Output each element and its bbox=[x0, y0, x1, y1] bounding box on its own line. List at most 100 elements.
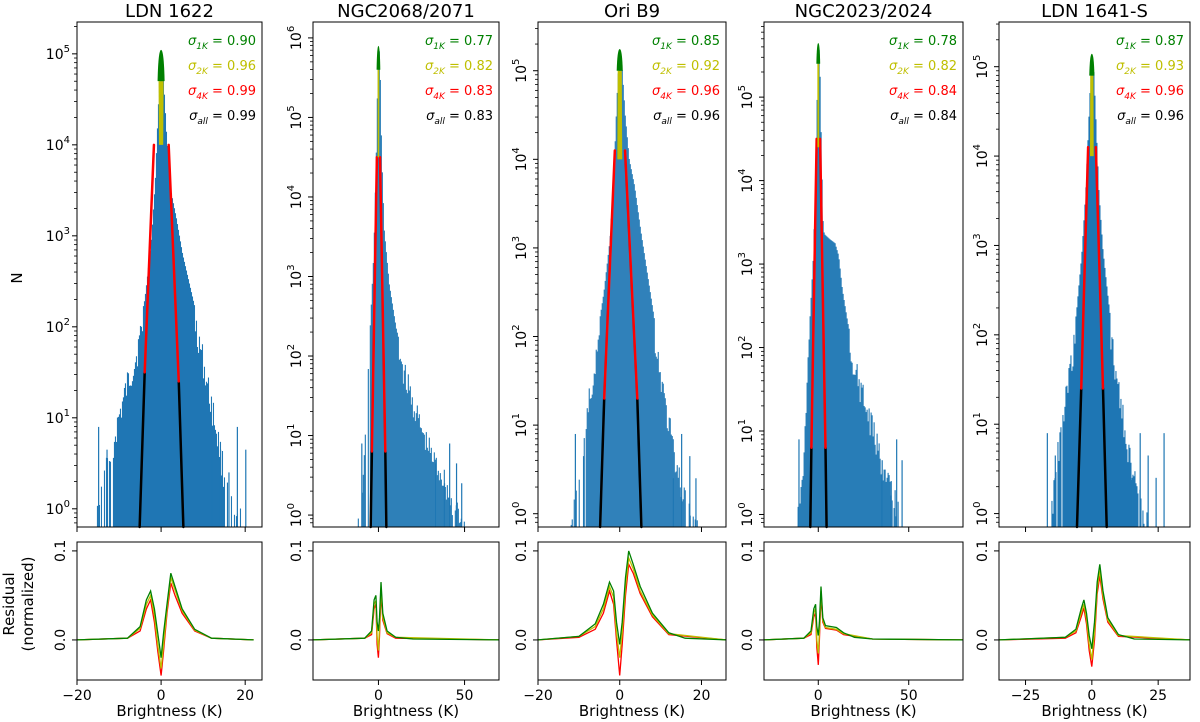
fit-sigma-4k bbox=[143, 143, 156, 374]
hist-spike bbox=[435, 463, 437, 527]
sigma-symbol: σ bbox=[425, 34, 434, 49]
hist-bar bbox=[439, 473, 441, 527]
hist-bar bbox=[1125, 443, 1127, 527]
hist-bar bbox=[849, 352, 851, 527]
hist-bar bbox=[829, 239, 831, 527]
hist-bar bbox=[202, 378, 205, 527]
y-tick-base: 10 bbox=[740, 342, 756, 360]
panel-title: Ori B9 bbox=[604, 1, 660, 22]
x-axis-label: Brightness (K) bbox=[810, 702, 916, 720]
sigma-value: = 0.77 bbox=[445, 34, 493, 49]
x-tick-label: −25 bbox=[1011, 688, 1041, 704]
sigma-value: = 0.90 bbox=[208, 34, 256, 49]
hist-bar bbox=[113, 441, 116, 527]
hist-bar bbox=[423, 434, 425, 527]
hist-bar bbox=[411, 397, 413, 527]
res-y-tick-label: 0.1 bbox=[53, 540, 69, 562]
hist-bar bbox=[684, 490, 686, 527]
fit-sigma-4k bbox=[818, 137, 827, 449]
hist-bar bbox=[575, 490, 577, 527]
hist-bar bbox=[1053, 480, 1055, 527]
fit-sigma-all bbox=[824, 446, 828, 529]
hist-bar bbox=[839, 268, 841, 527]
hist-bar bbox=[204, 385, 207, 527]
hist-spike bbox=[574, 433, 576, 527]
hist-bar bbox=[414, 421, 416, 527]
x-tick-label: 0 bbox=[1087, 688, 1096, 704]
hist-bar bbox=[578, 479, 580, 527]
hist-bar bbox=[804, 426, 806, 527]
hist-bar bbox=[809, 316, 811, 527]
hist-spike bbox=[1163, 433, 1165, 527]
hist-bar bbox=[190, 292, 193, 527]
hist-bar bbox=[617, 73, 619, 528]
hist-bar bbox=[631, 174, 633, 527]
histogram bbox=[1046, 60, 1165, 528]
hist-bar bbox=[1068, 368, 1070, 527]
hist-bar bbox=[797, 506, 799, 527]
hist-bar bbox=[658, 372, 660, 527]
y-tick-exp: 2 bbox=[511, 324, 522, 330]
x-tick-label: 0 bbox=[374, 688, 383, 704]
hist-bar bbox=[1094, 95, 1096, 527]
hist-bar bbox=[441, 485, 443, 527]
x-tick-label: −20 bbox=[62, 688, 92, 704]
fit-sigma-4k bbox=[1079, 145, 1090, 390]
sigma-subscript: 4K bbox=[433, 92, 446, 102]
residual-line-4k bbox=[763, 595, 964, 665]
hist-spike bbox=[114, 472, 117, 527]
hist-bar bbox=[145, 285, 148, 527]
sigma-label-sigma_2k: σ2K = 0.82 bbox=[425, 59, 493, 77]
hist-bar bbox=[818, 49, 820, 527]
hist-bar bbox=[364, 434, 366, 527]
hist-bar bbox=[651, 305, 653, 527]
hist-bar bbox=[427, 450, 429, 527]
y-tick-label: 102 bbox=[972, 323, 991, 347]
hist-bar bbox=[367, 369, 369, 527]
hist-bar bbox=[1092, 61, 1094, 527]
hist-bar bbox=[1082, 236, 1084, 527]
y-tick-base: 10 bbox=[46, 229, 64, 245]
hist-spike bbox=[798, 439, 800, 527]
hist-bar bbox=[612, 184, 614, 527]
hist-bar bbox=[886, 477, 888, 527]
hist-bar bbox=[802, 476, 804, 527]
hist-bar bbox=[599, 316, 601, 527]
hist-bar bbox=[193, 305, 196, 527]
hist-bar bbox=[608, 246, 610, 527]
hist-bar bbox=[571, 519, 573, 527]
hist-bar bbox=[883, 469, 885, 527]
hist-bar bbox=[833, 242, 835, 527]
hist-bar bbox=[1089, 93, 1091, 527]
hist-bar bbox=[1060, 427, 1062, 527]
hist-bar bbox=[675, 471, 677, 527]
hist-bar bbox=[627, 148, 629, 527]
hist-spike bbox=[245, 449, 247, 527]
hist-bar bbox=[376, 98, 378, 528]
hist-bar bbox=[601, 303, 603, 527]
hist-bar bbox=[840, 277, 842, 527]
residual-line-4k bbox=[537, 562, 727, 676]
sigma-symbol: σ bbox=[1116, 84, 1125, 99]
y-tick-exp: 0 bbox=[737, 502, 748, 508]
hist-bar bbox=[437, 470, 439, 527]
y-tick-label: 103 bbox=[972, 233, 991, 257]
hist-spike bbox=[236, 426, 238, 527]
hist-bar bbox=[589, 398, 591, 527]
hist-bar bbox=[1107, 295, 1109, 527]
hist-bar bbox=[378, 51, 380, 527]
hist-bar bbox=[179, 241, 182, 528]
hist-bar bbox=[125, 395, 128, 527]
sigma-symbol: σ bbox=[890, 109, 899, 124]
hist-bar bbox=[843, 300, 845, 527]
hist-bar bbox=[369, 325, 371, 527]
y-tick-exp: 0 bbox=[511, 502, 522, 508]
hist-bar bbox=[674, 472, 676, 527]
hist-bar bbox=[670, 434, 672, 527]
y-tick-base: 10 bbox=[46, 138, 64, 154]
y-tick-label: 105 bbox=[737, 85, 756, 109]
x-tick-label: 50 bbox=[900, 688, 918, 704]
